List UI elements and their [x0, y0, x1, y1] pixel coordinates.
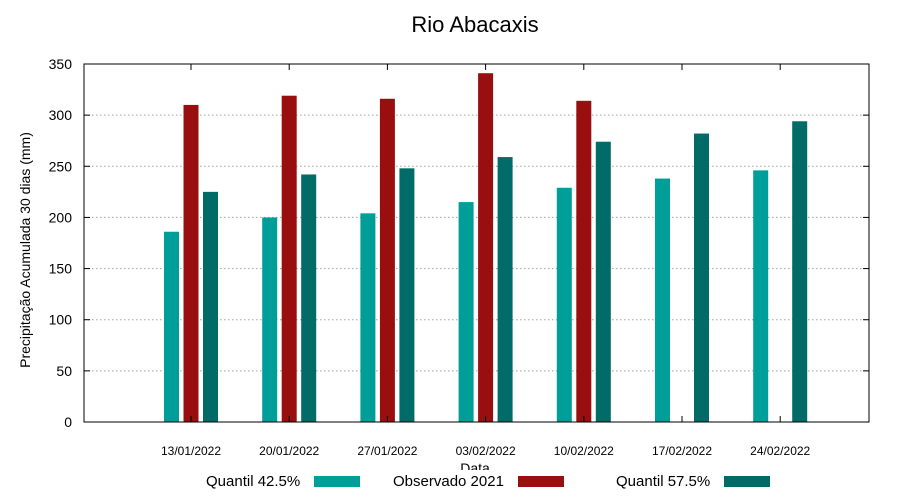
y-tick-label: 350	[49, 56, 73, 72]
x-tick-label: 24/02/2022	[750, 444, 810, 458]
x-tick-label: 10/02/2022	[554, 444, 614, 458]
legend-label: Observado 2021	[393, 473, 504, 490]
legend-label: Quantil 42.5%	[206, 473, 301, 490]
bar-chart: Rio Abacaxis Precipitação Acumulada 30 d…	[17, 12, 870, 470]
bar-observado-2021	[281, 95, 297, 423]
y-tick-label: 200	[49, 209, 73, 225]
plot-frame	[83, 63, 870, 423]
bar-observado-2021	[478, 73, 494, 422]
bar-observado-2021	[576, 100, 592, 422]
y-tick-label: 0	[64, 414, 72, 430]
legend-item-quantil-42: Quantil 42.5%	[206, 473, 361, 490]
bar-quantil-57	[399, 168, 415, 422]
bar-quantil-57	[497, 157, 513, 422]
y-tick-label: 250	[49, 158, 73, 174]
y-tick-label: 100	[49, 312, 73, 328]
bar-quantil-42	[458, 202, 474, 422]
y-axis-label: Precipitação Acumulada 30 dias (mm)	[17, 132, 33, 368]
y-tick-label: 150	[49, 261, 73, 277]
legend-swatch	[314, 476, 361, 487]
x-tick-label: 03/02/2022	[456, 444, 516, 458]
legend-item-quantil-57: Quantil 57.5%	[616, 473, 771, 490]
chart-title: Rio Abacaxis	[411, 12, 538, 37]
x-tick-label: 13/01/2022	[161, 444, 221, 458]
legend-swatch	[724, 476, 771, 487]
x-axis-label: Data	[460, 460, 490, 470]
legend-swatch	[517, 476, 564, 487]
bar-quantil-57	[203, 191, 218, 422]
x-tick-label: 20/01/2022	[259, 444, 319, 458]
grid-lines	[84, 114, 869, 372]
bar-quantil-42	[164, 231, 179, 422]
bar-quantil-42	[360, 213, 376, 422]
legend-label: Quantil 57.5%	[616, 473, 711, 490]
bar-quantil-42	[753, 170, 769, 422]
legend: Quantil 42.5% Observado 2021 Quantil 57.…	[0, 473, 900, 497]
legend-item-observado-2021: Observado 2021	[393, 473, 564, 490]
bar-observado-2021	[379, 98, 395, 422]
y-tick-label: 300	[49, 107, 73, 123]
bars	[164, 73, 808, 423]
bar-observado-2021	[183, 104, 199, 423]
bar-quantil-57	[792, 121, 808, 422]
bar-quantil-57	[301, 174, 317, 422]
x-tick-label: 27/01/2022	[357, 444, 417, 458]
bar-quantil-42	[556, 187, 572, 422]
bar-quantil-42	[655, 178, 670, 422]
y-tick-label: 50	[56, 363, 72, 379]
x-tick-label: 17/02/2022	[652, 444, 712, 458]
y-ticks: 0 50 100 150 200 250 300 350	[49, 56, 869, 430]
bar-quantil-57	[694, 133, 709, 422]
bar-quantil-42	[262, 217, 278, 422]
x-ticks: 13/01/2022 20/01/2022 27/01/2022 03/02/2022…	[161, 64, 811, 458]
bar-quantil-57	[595, 141, 611, 423]
